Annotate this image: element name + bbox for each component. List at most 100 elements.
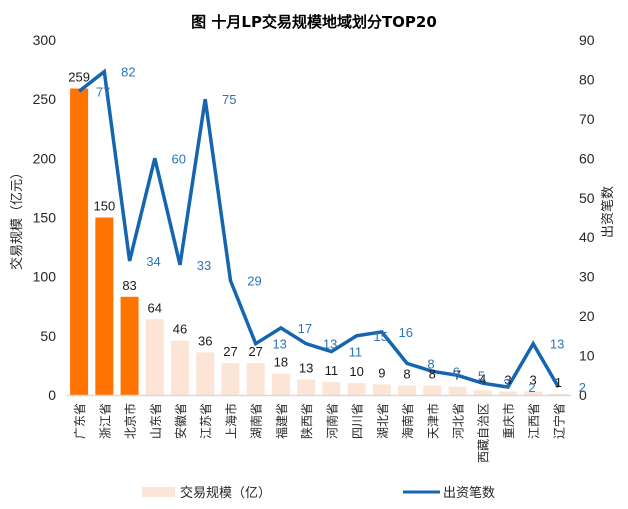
- line-value-label: 13: [272, 337, 286, 352]
- bar: [347, 383, 366, 395]
- bar-value-label: 27: [223, 344, 237, 359]
- bar-value-label: 8: [429, 367, 436, 382]
- x-category-label: 西藏自治区: [477, 403, 491, 463]
- y-right-tick-label: 90: [579, 32, 595, 48]
- bar: [498, 391, 517, 395]
- y-axis-left-title: 交易规模（亿元）: [9, 166, 25, 270]
- line-value-label: 34: [146, 254, 160, 269]
- x-category-label: 安徽省: [173, 403, 188, 439]
- x-category-label: 湖北省: [375, 403, 390, 439]
- bar-value-label: 3: [530, 372, 537, 387]
- line-value-label: 16: [399, 325, 413, 340]
- bar: [271, 373, 290, 395]
- line-value-label: 13: [550, 337, 564, 352]
- bar-value-label: 8: [403, 367, 410, 382]
- bar: [372, 384, 391, 395]
- line-value-label: 11: [349, 345, 363, 360]
- line-value-label: 29: [247, 274, 261, 289]
- x-category-label: 江西省: [527, 403, 541, 439]
- x-category-label: 重庆市: [501, 403, 516, 439]
- bar: [473, 390, 492, 395]
- bar: [297, 379, 316, 395]
- bar-value-label: 1: [555, 375, 562, 390]
- x-category-label: 北京市: [123, 403, 138, 439]
- line-value-label: 2: [579, 380, 586, 395]
- x-category-label: 江苏省: [199, 403, 213, 439]
- y-left-tick-label: 100: [33, 269, 57, 285]
- bar-value-label: 3: [504, 372, 511, 387]
- bar-series: [70, 88, 568, 396]
- y-left-tick-label: 250: [33, 91, 57, 107]
- x-category-label: 辽宁省: [551, 403, 566, 439]
- bar-value-label: 7: [454, 368, 461, 383]
- bar: [398, 385, 417, 395]
- line-value-label: 75: [222, 92, 236, 107]
- bar: [120, 296, 139, 395]
- line-value-label: 17: [298, 321, 312, 336]
- line-value-label: 5: [478, 368, 485, 383]
- y-left-tick-label: 0: [48, 387, 56, 403]
- line-value-label: 8: [427, 356, 434, 371]
- y-left-tick-label: 200: [33, 150, 57, 166]
- legend-bar-swatch: [142, 487, 175, 497]
- bar: [448, 386, 467, 395]
- x-category-label: 山东省: [149, 403, 163, 439]
- y-right-tick-label: 80: [579, 71, 595, 87]
- line-value-label: 33: [197, 258, 211, 273]
- bar: [221, 363, 240, 395]
- line-value-label: 60: [172, 151, 186, 166]
- line-value-label: 2: [528, 380, 535, 395]
- line-value-label: 15: [373, 329, 387, 344]
- x-category-label: 海南省: [400, 403, 415, 439]
- y-right-tick-label: 60: [579, 150, 595, 166]
- y-left-tick-label: 150: [33, 210, 57, 226]
- y-right-tick-label: 70: [579, 111, 595, 127]
- bar-value-label: 4: [479, 371, 486, 386]
- x-category-label: 四川省: [351, 403, 365, 439]
- y-axis-right-title: 出资笔数: [600, 186, 616, 238]
- x-category-label: 天津市: [425, 403, 440, 439]
- bar: [246, 363, 265, 395]
- line-value-label: 13: [323, 337, 337, 352]
- x-category-label: 福建省: [274, 403, 289, 439]
- bar: [423, 385, 442, 395]
- y-axis-right: 0 10 20 30 40 50 60 70 80 90: [579, 32, 595, 403]
- y-right-tick-label: 0: [579, 387, 587, 403]
- bar-value-label: 18: [274, 355, 288, 370]
- bar: [524, 391, 543, 395]
- y-right-tick-label: 30: [579, 269, 595, 285]
- bar: [145, 319, 164, 395]
- bar: [171, 340, 190, 395]
- x-axis-categories: 广东省 浙江省 北京市 山东省 安徽省 江苏省 上海市 湖南省 福建省 陕西省 河南省 四川省 湖北省海…: [73, 403, 566, 463]
- line-value-label: 3: [503, 376, 510, 391]
- bar: [549, 393, 568, 395]
- bar-value-label: 46: [173, 322, 187, 337]
- chart-title: 图 十月LP交易规模地域划分TOP20: [191, 13, 437, 31]
- y-right-tick-label: 10: [579, 348, 595, 364]
- line-value-label: 77: [96, 84, 110, 99]
- y-right-tick-label: 20: [579, 308, 595, 324]
- line-series: [78, 68, 560, 390]
- bar-value-label: 10: [349, 364, 363, 379]
- x-category-label: 河南省: [324, 403, 339, 439]
- y-left-tick-label: 300: [33, 32, 57, 48]
- line-value-label: 82: [121, 65, 135, 80]
- x-category-label: 湖南省: [249, 403, 264, 439]
- bar: [322, 381, 341, 395]
- bar-value-label: 64: [148, 300, 162, 315]
- legend-line-label: 出资笔数: [443, 485, 495, 501]
- bar-value-label: 11: [325, 363, 339, 378]
- bar-value-label: 259: [68, 70, 90, 85]
- x-category-label: 浙江省: [98, 403, 112, 439]
- y-left-tick-label: 50: [40, 328, 56, 344]
- x-category-label: 河北省: [451, 403, 465, 439]
- bar-value-label: 150: [93, 199, 115, 214]
- legend: 交易规模（亿） 出资笔数: [142, 485, 495, 501]
- bar-value-label: 36: [198, 333, 212, 348]
- y-axis-left: 0 50 100 150 200 250 300: [33, 32, 57, 403]
- y-right-tick-label: 40: [579, 229, 595, 245]
- x-category-label: 广东省: [73, 403, 87, 439]
- bar-value-label: 27: [248, 344, 262, 359]
